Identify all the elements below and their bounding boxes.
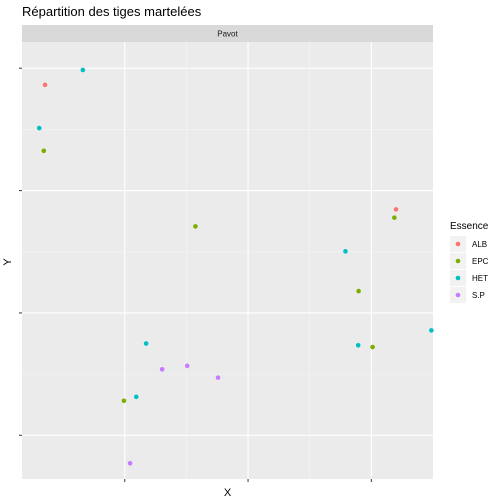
grid-lines xyxy=(22,42,433,479)
data-point-het xyxy=(36,125,42,131)
data-point-het xyxy=(343,249,348,254)
data-point-epc xyxy=(370,344,375,350)
data-point-epc xyxy=(41,148,47,154)
data-point-alb xyxy=(393,207,399,212)
data-point-epc xyxy=(392,215,397,220)
data-points xyxy=(36,67,434,466)
data-point-sp xyxy=(127,460,133,466)
data-point-epc xyxy=(356,288,361,294)
data-point-het xyxy=(143,341,149,346)
data-point-sp xyxy=(159,367,165,372)
data-point-sp xyxy=(215,375,221,380)
facet-label: Pavot xyxy=(217,30,238,39)
legend-label: EPC xyxy=(472,257,489,266)
legend-key-sp xyxy=(455,292,461,298)
legend-label: S.P xyxy=(472,291,485,300)
chart-title: Répartition des tiges martelées xyxy=(22,4,202,19)
facet-strip xyxy=(22,25,433,42)
data-point-epc xyxy=(193,224,198,229)
y-axis-title: Y xyxy=(2,258,14,266)
legend-key-alb xyxy=(455,241,461,247)
data-point-het xyxy=(429,328,434,333)
legend: Essence ALB EPC HET S.P xyxy=(450,221,489,303)
legend-label: ALB xyxy=(472,240,487,249)
data-point-epc xyxy=(121,398,127,404)
axis-ticks xyxy=(19,67,372,482)
data-point-sp xyxy=(184,363,190,369)
data-point-alb xyxy=(42,82,48,88)
legend-label: HET xyxy=(472,274,488,283)
plot-panel xyxy=(22,42,433,479)
data-point-het xyxy=(355,342,361,348)
data-point-het xyxy=(133,394,139,400)
legend-key-het xyxy=(455,275,461,281)
x-axis-title: X xyxy=(224,487,232,499)
legend-key-epc xyxy=(455,258,461,264)
legend-title: Essence xyxy=(450,221,489,232)
data-point-het xyxy=(80,67,86,73)
